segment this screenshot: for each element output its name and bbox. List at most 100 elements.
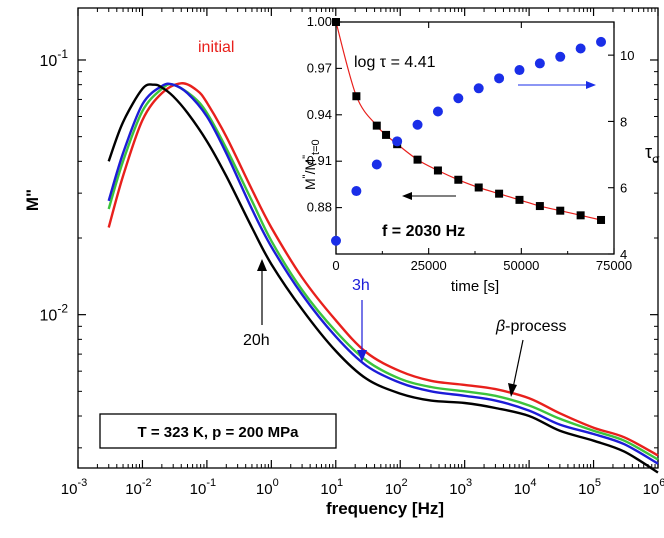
x-tick-base: 10 xyxy=(61,481,78,498)
beta-process-label: β-process xyxy=(495,318,567,335)
x-tick-label: 106 xyxy=(643,477,664,498)
inset-circle-marker xyxy=(453,93,464,104)
inset-x-tick-label: 0 xyxy=(332,258,339,273)
inset-circle-marker xyxy=(432,106,443,117)
inset-left-tick-label: 0.97 xyxy=(307,60,332,75)
y-tick-label: 10-2 xyxy=(40,302,69,325)
inset-x-axis-label: time [s] xyxy=(451,278,499,295)
beta-arrow-line xyxy=(512,339,524,389)
y-tick-exp: -2 xyxy=(57,302,68,316)
condition-label: T = 323 K, p = 200 MPa xyxy=(138,424,300,441)
x-tick-base: 10 xyxy=(256,481,273,498)
x-tick-exp: 4 xyxy=(530,477,536,489)
inset-left-tick-label: 0.91 xyxy=(307,153,332,168)
y-axis-label: M" xyxy=(23,189,42,211)
inset-left-label-prime2: " xyxy=(301,155,313,159)
x-tick-exp: 6 xyxy=(659,477,664,489)
inset-left-axis-label: M"/M"t=0 xyxy=(301,139,322,190)
inset-left-tick-label: 0.94 xyxy=(307,107,332,122)
inset-freq-label: f = 2030 Hz xyxy=(382,223,465,240)
inset-right-arrow-head xyxy=(586,81,596,89)
inset-log-tau-label: log τ = 4.41 xyxy=(354,54,436,71)
inset-circle-marker xyxy=(331,235,341,246)
x-axis-label: frequency [Hz] xyxy=(326,499,444,518)
x-tick-exp: 1 xyxy=(337,477,343,489)
three-h-arrow-head xyxy=(357,350,367,362)
inset-square-marker xyxy=(495,189,504,198)
beta-symbol: β xyxy=(495,318,505,335)
x-tick-label: 100 xyxy=(256,477,279,498)
inset-square-marker xyxy=(352,92,361,101)
three-h-label: 3h xyxy=(352,277,370,294)
series-line-3h xyxy=(107,82,659,465)
inset-circle-marker xyxy=(351,186,362,197)
series-line-20h xyxy=(107,83,659,474)
inset-square-marker xyxy=(332,18,340,26)
inset-left-label-sub: t=0 xyxy=(310,139,322,155)
x-tick-exp: 3 xyxy=(466,477,472,489)
inset-square-marker xyxy=(474,183,483,192)
x-tick-label: 103 xyxy=(449,477,472,498)
inset-square-marker xyxy=(454,175,463,184)
inset-square-marker xyxy=(433,166,442,175)
inset-square-marker xyxy=(515,195,524,204)
x-tick-label: 10-2 xyxy=(125,477,151,498)
x-tick-exp: 0 xyxy=(273,477,279,489)
x-tick-base: 10 xyxy=(578,481,595,498)
inset-circle-marker xyxy=(575,43,586,54)
inset-square-marker xyxy=(413,155,422,164)
inset-circle-marker xyxy=(555,51,566,62)
inset-square-marker xyxy=(597,215,606,224)
inset-circle-marker xyxy=(412,119,423,130)
initial-label: initial xyxy=(198,39,234,56)
inset-square-marker xyxy=(372,121,381,130)
beta-arrow-head xyxy=(508,383,517,397)
twenty-h-arrow-head xyxy=(257,259,267,271)
twenty-h-label: 20h xyxy=(243,332,270,349)
inset-right-tick-label: 6 xyxy=(620,181,627,196)
x-tick-exp: 5 xyxy=(595,477,601,489)
x-tick-base: 10 xyxy=(643,481,660,498)
x-tick-label: 101 xyxy=(320,477,343,498)
x-tick-label: 10-1 xyxy=(190,477,216,498)
inset-circle-marker xyxy=(514,65,525,76)
inset-left-label-main: M xyxy=(302,178,318,190)
condition-box xyxy=(99,413,337,449)
inset-x-tick-label: 25000 xyxy=(411,258,447,273)
inset-circle-marker xyxy=(392,136,403,147)
inset-x-tick-label: 75000 xyxy=(596,258,632,273)
inset-square-marker xyxy=(535,202,544,211)
inset-circle-marker xyxy=(494,73,505,84)
inset-right-label-main: τ xyxy=(645,142,652,162)
x-tick-label: 102 xyxy=(385,477,408,498)
x-tick-base: 10 xyxy=(449,481,466,498)
inset-circle-marker xyxy=(371,159,382,170)
x-tick-label: 105 xyxy=(578,477,601,498)
inset-circle-marker xyxy=(473,83,484,94)
inset-left-tick-label: 0.88 xyxy=(307,200,332,215)
inset-circle-marker xyxy=(534,58,545,69)
x-tick-base: 10 xyxy=(125,481,142,498)
x-tick-base: 10 xyxy=(514,481,531,498)
inset-right-label-sub: σ xyxy=(652,152,660,166)
y-tick-base: 10 xyxy=(40,53,58,70)
inset-left-tick-label: 1.00 xyxy=(307,14,332,29)
x-tick-exp: -1 xyxy=(206,477,216,489)
inset-x-tick-label: 50000 xyxy=(503,258,539,273)
x-tick-label: 10-3 xyxy=(61,477,87,498)
y-tick-base: 10 xyxy=(40,308,58,325)
x-tick-base: 10 xyxy=(385,481,402,498)
inset-left-arrow-head xyxy=(402,192,412,200)
inset-circle-marker xyxy=(596,36,607,47)
x-tick-label: 104 xyxy=(514,477,537,498)
inset-right-tick-label: 10 xyxy=(620,48,634,63)
inset-right-tick-label: 4 xyxy=(620,247,627,262)
inset-square-marker xyxy=(556,206,565,215)
inset-right-axis-label: τσ xyxy=(645,142,660,166)
x-tick-exp: -3 xyxy=(77,477,87,489)
x-tick-base: 10 xyxy=(190,481,207,498)
inset-left-label-prime: " xyxy=(301,174,313,178)
inset-left-label-div: /M xyxy=(302,159,318,175)
